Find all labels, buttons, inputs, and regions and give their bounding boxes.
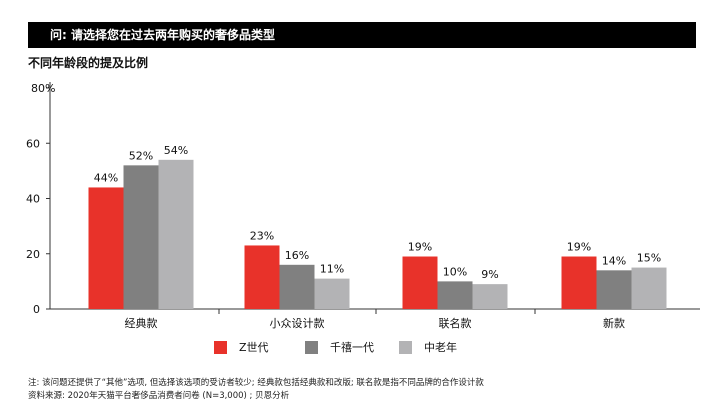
footnote-source: 资料来源: 2020年天猫平台奢侈品消费者问卷 (N=3,000) ; 贝恩分析 [28, 391, 290, 401]
question-title: 问: 请选择您在过去两年购买的奢侈品类型 [50, 28, 275, 42]
bar-z-gen-niche-design [244, 245, 280, 309]
question-header-bar: 问: 请选择您在过去两年购买的奢侈品类型 [28, 22, 696, 48]
x-tick-label-classic: 经典款 [125, 316, 158, 330]
bar-older-new [631, 267, 667, 309]
data-label-millennials-classic: 52% [129, 149, 153, 162]
data-label-z-gen-niche-design: 23% [250, 229, 274, 242]
y-tick-label: 80% [31, 82, 55, 95]
data-label-millennials-collab: 10% [443, 265, 467, 278]
data-label-z-gen-collab: 19% [408, 241, 432, 254]
bar-millennials-collab [437, 281, 473, 309]
y-tick-label: 0 [33, 303, 40, 316]
bar-chart: 0 20 40 60 80% 44% 23% 19% 19% 52% 16% 10% 14% 54% 11%… [26, 82, 700, 330]
chart-legend: Z世代 千禧一代 中老年 [0, 339, 720, 359]
legend-item-millennials: 千禧一代 [305, 339, 374, 355]
bar-z-gen-classic [88, 187, 124, 309]
data-label-older-classic: 54% [164, 144, 188, 157]
footnote: 注: 该问题还提供了“其他”选项, 但选择该选项的受访者较少; 经典款包括经典款… [28, 377, 484, 403]
bar-older-classic [158, 159, 194, 309]
legend-label-z-gen: Z世代 [239, 341, 269, 354]
legend-swatch-z-gen [214, 340, 227, 354]
legend-swatch-older [399, 340, 412, 354]
x-tick-label-collab: 联名款 [439, 316, 472, 330]
legend-label-millennials: 千禧一代 [330, 341, 374, 354]
data-label-z-gen-classic: 44% [94, 171, 118, 184]
y-tick-label: 60 [26, 137, 40, 150]
bar-millennials-niche-design [279, 264, 315, 309]
y-tick-label: 40 [26, 193, 40, 206]
legend-item-older: 中老年 [399, 339, 457, 355]
data-label-millennials-new: 14% [602, 254, 626, 267]
bar-z-gen-collab [402, 256, 438, 309]
chart-subtitle: 不同年龄段的提及比例 [28, 56, 149, 70]
legend-swatch-millennials [305, 340, 318, 354]
data-label-older-collab: 9% [481, 268, 498, 281]
legend-label-older: 中老年 [424, 341, 457, 354]
x-tick-label-new: 新款 [603, 316, 625, 330]
footnote-note: 注: 该问题还提供了“其他”选项, 但选择该选项的受访者较少; 经典款包括经典款… [28, 378, 484, 388]
data-label-older-new: 15% [637, 252, 661, 265]
bar-millennials-classic [123, 165, 159, 309]
bar-millennials-new [596, 270, 632, 309]
data-label-older-niche-design: 11% [320, 263, 344, 276]
bar-older-niche-design [314, 278, 350, 309]
x-tick-label-niche-design: 小众设计款 [270, 316, 325, 330]
data-label-millennials-niche-design: 16% [285, 249, 309, 262]
bar-z-gen-new [561, 256, 597, 309]
legend-item-z-gen: Z世代 [214, 339, 269, 355]
bar-older-collab [472, 284, 508, 309]
y-tick-label: 20 [26, 248, 40, 261]
data-label-z-gen-new: 19% [567, 241, 591, 254]
